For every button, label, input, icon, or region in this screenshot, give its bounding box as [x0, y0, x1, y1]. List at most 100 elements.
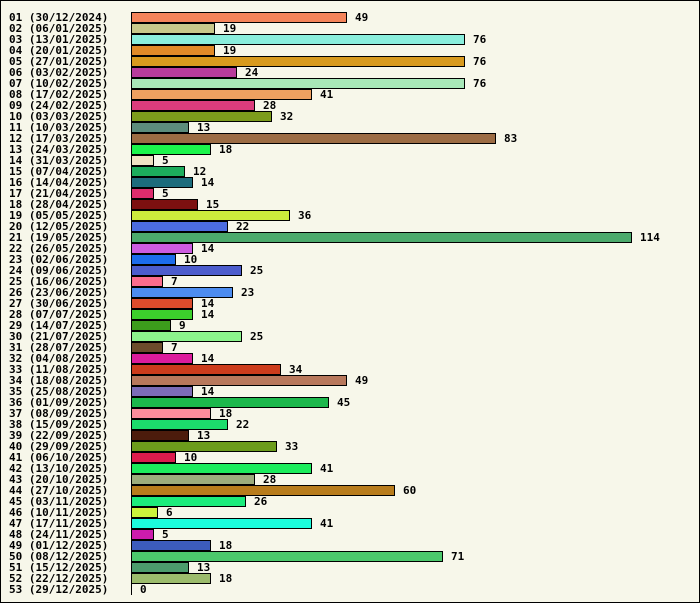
category-label: 53 (29/12/2025): [9, 583, 108, 596]
value-label: 28: [263, 473, 276, 486]
category-label: 34 (18/08/2025): [9, 374, 108, 387]
category-label: 52 (22/12/2025): [9, 572, 108, 585]
category-label: 27 (30/06/2025): [9, 297, 108, 310]
bar: [131, 331, 242, 342]
bar: [131, 199, 198, 210]
bar: [131, 397, 329, 408]
bar: [131, 562, 189, 573]
value-label: 7: [171, 341, 178, 354]
value-label: 76: [473, 55, 487, 68]
value-label: 6: [166, 506, 173, 519]
category-label: 01 (30/12/2024): [9, 11, 108, 24]
value-label: 71: [451, 550, 465, 563]
category-label: 17 (21/04/2025): [9, 187, 108, 200]
bar: [131, 221, 228, 232]
category-label: 44 (27/10/2025): [9, 484, 108, 497]
category-label: 38 (15/09/2025): [9, 418, 108, 431]
category-label: 29 (14/07/2025): [9, 319, 108, 332]
value-label: 5: [162, 528, 169, 541]
bar: [131, 210, 290, 221]
value-label: 24: [245, 66, 259, 79]
value-label: 25: [250, 264, 263, 277]
bar: [131, 78, 465, 89]
value-label: 0: [140, 583, 147, 596]
value-label: 18: [219, 539, 232, 552]
bar: [131, 144, 211, 155]
category-label: 02 (06/01/2025): [9, 22, 108, 35]
category-label: 45 (03/11/2025): [9, 495, 108, 508]
category-label: 30 (21/07/2025): [9, 330, 108, 343]
bar: [131, 551, 443, 562]
bar: [131, 573, 211, 584]
value-label: 14: [201, 297, 215, 310]
bar: [131, 529, 154, 540]
category-label: 09 (24/02/2025): [9, 99, 108, 112]
value-label: 49: [355, 374, 368, 387]
category-label: 26 (23/06/2025): [9, 286, 108, 299]
bar: [131, 56, 465, 67]
bar: [131, 353, 193, 364]
bar: [131, 441, 277, 452]
bar: [131, 496, 246, 507]
value-label: 41: [320, 462, 334, 475]
value-label: 13: [197, 561, 210, 574]
category-label: 10 (03/03/2025): [9, 110, 108, 123]
value-label: 49: [355, 11, 368, 24]
category-label: 23 (02/06/2025): [9, 253, 108, 266]
value-label: 45: [337, 396, 350, 409]
bar: [131, 452, 176, 463]
value-label: 13: [197, 121, 210, 134]
category-label: 11 (10/03/2025): [9, 121, 108, 134]
category-label: 05 (27/01/2025): [9, 55, 108, 68]
value-label: 76: [473, 33, 487, 46]
category-label: 47 (17/11/2025): [9, 517, 108, 530]
bar: [131, 254, 176, 265]
value-label: 10: [184, 253, 197, 266]
value-label: 83: [504, 132, 517, 145]
category-label: 36 (01/09/2025): [9, 396, 108, 409]
category-label: 03 (13/01/2025): [9, 33, 108, 46]
value-label: 18: [219, 407, 232, 420]
bar: [131, 408, 211, 419]
value-label: 22: [236, 220, 249, 233]
bar: [131, 100, 255, 111]
bar: [131, 45, 215, 56]
category-label: 21 (19/05/2025): [9, 231, 108, 244]
category-label: 39 (22/09/2025): [9, 429, 108, 442]
value-label: 7: [171, 275, 178, 288]
bar: [131, 364, 281, 375]
bar: [131, 12, 347, 23]
value-label: 5: [162, 154, 169, 167]
category-label: 13 (24/03/2025): [9, 143, 108, 156]
value-label: 36: [298, 209, 312, 222]
category-label: 41 (06/10/2025): [9, 451, 108, 464]
bar: [131, 474, 255, 485]
bar: [131, 298, 193, 309]
bar: [131, 243, 193, 254]
bar: [131, 320, 171, 331]
value-label: 25: [250, 330, 263, 343]
category-label: 31 (28/07/2025): [9, 341, 108, 354]
bar: [131, 287, 233, 298]
category-label: 20 (12/05/2025): [9, 220, 108, 233]
bar: [131, 166, 185, 177]
value-label: 18: [219, 143, 232, 156]
value-label: 41: [320, 517, 334, 530]
category-label: 07 (10/02/2025): [9, 77, 108, 90]
bar: [131, 111, 272, 122]
category-label: 22 (26/05/2025): [9, 242, 108, 255]
value-label: 5: [162, 187, 169, 200]
bar: [131, 419, 228, 430]
value-label: 18: [219, 572, 232, 585]
bar: [131, 232, 632, 243]
bar: [131, 276, 163, 287]
value-label: 26: [254, 495, 268, 508]
bar: [131, 188, 154, 199]
value-label: 23: [241, 286, 254, 299]
category-label: 14 (31/03/2025): [9, 154, 108, 167]
category-label: 28 (07/07/2025): [9, 308, 108, 321]
category-label: 43 (20/10/2025): [9, 473, 108, 486]
bar: [131, 133, 496, 144]
